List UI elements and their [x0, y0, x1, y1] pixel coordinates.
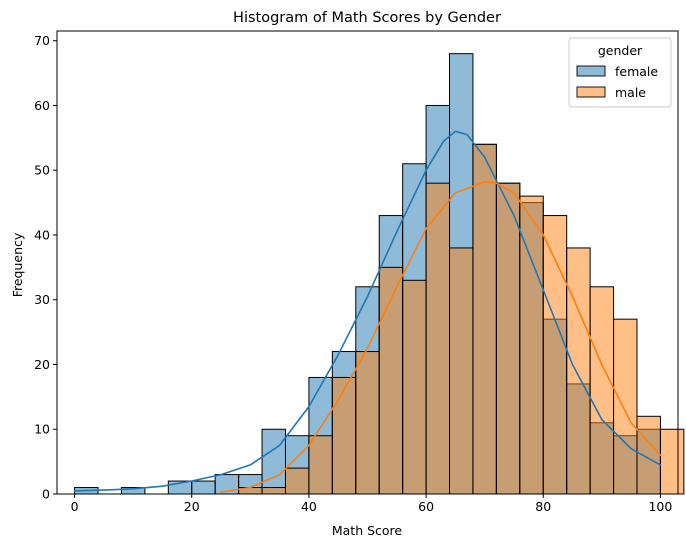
y-tick-label: 50 [34, 163, 50, 178]
x-tick-label: 60 [418, 499, 434, 514]
y-tick-label: 0 [42, 487, 50, 502]
x-tick-label: 100 [648, 499, 672, 514]
kde-layer [73, 130, 662, 493]
bar-male [331, 376, 357, 495]
bars-layer [74, 53, 685, 495]
bar-male [261, 487, 286, 495]
y-tick-label: 40 [34, 227, 50, 242]
bar-male [589, 286, 615, 495]
y-tick-label: 70 [34, 33, 50, 48]
plot-frame [56, 30, 679, 495]
x-axis-label: Math Score [332, 523, 403, 538]
kde-line-female [73, 130, 662, 492]
legend-title: gender [598, 43, 643, 58]
bar-male [284, 467, 310, 495]
kde-line-male [220, 181, 662, 493]
bar-male [355, 351, 380, 495]
y-axis-label: Frequency [10, 232, 25, 297]
legend-swatch-male [576, 86, 606, 98]
bar-male [402, 279, 427, 495]
axes-layer: 0 20 40 60 80 100 0 10 20 30 40 50 60 70 [34, 30, 679, 514]
chart-title: Histogram of Math Scores by Gender [233, 10, 501, 26]
bar-male [378, 266, 404, 495]
bar-male [495, 182, 521, 495]
x-tick-label: 0 [71, 499, 79, 514]
legend-label-male: male [615, 85, 646, 100]
bar-male [613, 318, 638, 495]
y-tick-label: 20 [34, 357, 50, 372]
bar-male [425, 182, 451, 495]
bar-male [566, 247, 591, 495]
bar-female [191, 480, 216, 495]
legend: gender female male [568, 37, 672, 108]
bar-male [542, 215, 568, 495]
y-tick-label: 60 [34, 98, 50, 113]
bar-male [636, 415, 661, 495]
bar-male [472, 143, 497, 495]
bar-male [659, 428, 685, 495]
x-tick-label: 20 [184, 499, 200, 514]
x-tick-label: 40 [301, 499, 317, 514]
legend-label-female: female [615, 64, 658, 79]
x-tick-label: 80 [535, 499, 551, 514]
legend-swatch-female [576, 65, 606, 77]
bar-male [308, 435, 333, 495]
bar-female [261, 428, 286, 495]
y-tick-label: 10 [34, 422, 50, 437]
y-tick-label: 30 [34, 292, 50, 307]
bar-male [449, 247, 474, 495]
